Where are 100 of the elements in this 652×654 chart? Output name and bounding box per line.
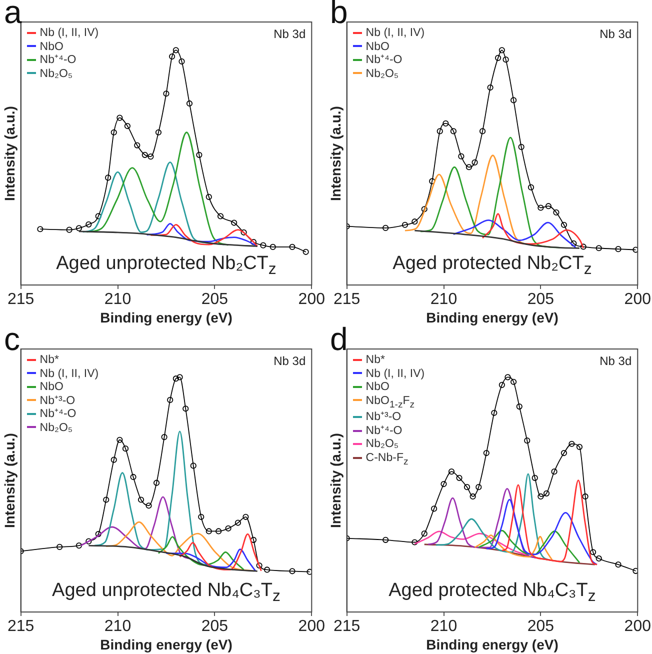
chart-title: d — [330, 321, 348, 358]
point — [138, 496, 144, 503]
point — [615, 562, 622, 568]
point — [256, 562, 262, 569]
point — [225, 525, 232, 532]
point — [198, 514, 204, 520]
legend-label: Nb⁺⁴-O — [366, 54, 402, 66]
point — [240, 229, 247, 236]
legend-label: Nb (I, II, IV) — [366, 27, 425, 39]
point — [518, 144, 524, 150]
point — [161, 434, 168, 440]
point — [122, 446, 129, 452]
point — [429, 178, 436, 184]
point — [632, 568, 638, 574]
point — [568, 440, 575, 447]
point — [448, 468, 455, 475]
point — [402, 222, 408, 228]
point — [498, 47, 505, 54]
point — [306, 568, 312, 575]
point — [528, 184, 534, 190]
x-tick-label: 200 — [298, 618, 326, 636]
point — [504, 374, 511, 380]
x-tick-label: 205 — [527, 291, 554, 308]
point — [234, 520, 242, 526]
point — [216, 528, 222, 534]
legend-label: Nb₂O₅ — [40, 422, 73, 434]
point — [412, 539, 418, 546]
legend-label: Nb⁺³-O — [40, 394, 76, 406]
x-axis-title: Binding energy (eV) — [426, 636, 558, 652]
legend-label: Nb (I, II, IV) — [366, 368, 425, 380]
point — [142, 152, 148, 158]
point — [483, 450, 490, 456]
point — [510, 378, 517, 385]
point — [440, 480, 447, 488]
point — [466, 164, 472, 170]
point — [124, 122, 130, 130]
point — [476, 484, 482, 490]
point — [442, 120, 449, 126]
point — [270, 244, 276, 250]
x-tick-label: 210 — [104, 618, 132, 636]
point — [382, 536, 389, 543]
point — [632, 246, 638, 253]
annotation: Aged protected Nb₄C₃T$_{z}$ — [388, 580, 596, 606]
point — [590, 549, 596, 556]
point — [250, 238, 257, 246]
point — [450, 128, 456, 134]
point — [176, 374, 183, 380]
point — [155, 129, 162, 136]
point — [560, 450, 568, 456]
y-axis-title: Intensity (a.u.) — [327, 106, 344, 201]
point — [510, 97, 517, 104]
x-axis-title: Binding energy (eV) — [426, 309, 558, 326]
text: Nb 3d — [600, 354, 632, 368]
point — [110, 129, 117, 136]
point — [116, 436, 123, 443]
chart-title: a — [4, 0, 22, 31]
point — [289, 244, 296, 250]
legend-label: C-Nb-F$_{z}$ — [366, 452, 408, 468]
legend-label: NbO — [40, 40, 64, 52]
point — [538, 204, 544, 211]
legend-label: Nb* — [40, 354, 59, 366]
point — [560, 222, 568, 228]
point — [178, 58, 185, 64]
point — [596, 245, 602, 252]
x-tick-label: 215 — [7, 291, 34, 308]
point — [551, 468, 558, 475]
point — [596, 555, 602, 562]
x-tick-label: 205 — [201, 291, 228, 308]
point — [186, 100, 193, 107]
text: Nb 3d — [274, 354, 306, 368]
point — [206, 528, 212, 534]
point — [130, 474, 136, 480]
point — [153, 480, 160, 486]
text: Nb 3d — [274, 27, 306, 41]
text: Nb 3d — [600, 27, 632, 41]
point — [134, 142, 140, 148]
point — [105, 174, 112, 181]
point — [182, 406, 189, 412]
legend-label: Nb (I, II, IV) — [40, 27, 99, 39]
point — [421, 530, 428, 537]
x-tick-label: 205 — [201, 618, 228, 636]
x-tick-label: 210 — [104, 291, 132, 308]
point — [172, 376, 179, 382]
legend-label: Nb⁺⁴-O — [40, 54, 76, 66]
x-tick-label: 200 — [624, 291, 652, 308]
point — [553, 209, 560, 216]
legend-label: NbO — [366, 40, 390, 52]
point — [491, 410, 498, 416]
point — [76, 542, 82, 549]
point — [66, 226, 72, 233]
y-axis-title: Intensity (a.u.) — [327, 433, 344, 528]
point — [217, 213, 224, 220]
point — [86, 221, 92, 228]
point — [95, 530, 102, 538]
point — [110, 456, 117, 463]
chart-title: b — [330, 0, 348, 31]
x-tick-label: 210 — [430, 618, 458, 636]
legend-label: NbO$_{1-z}$F$_{z}$ — [366, 394, 415, 410]
chart-title: c — [4, 321, 20, 358]
point — [116, 114, 123, 121]
